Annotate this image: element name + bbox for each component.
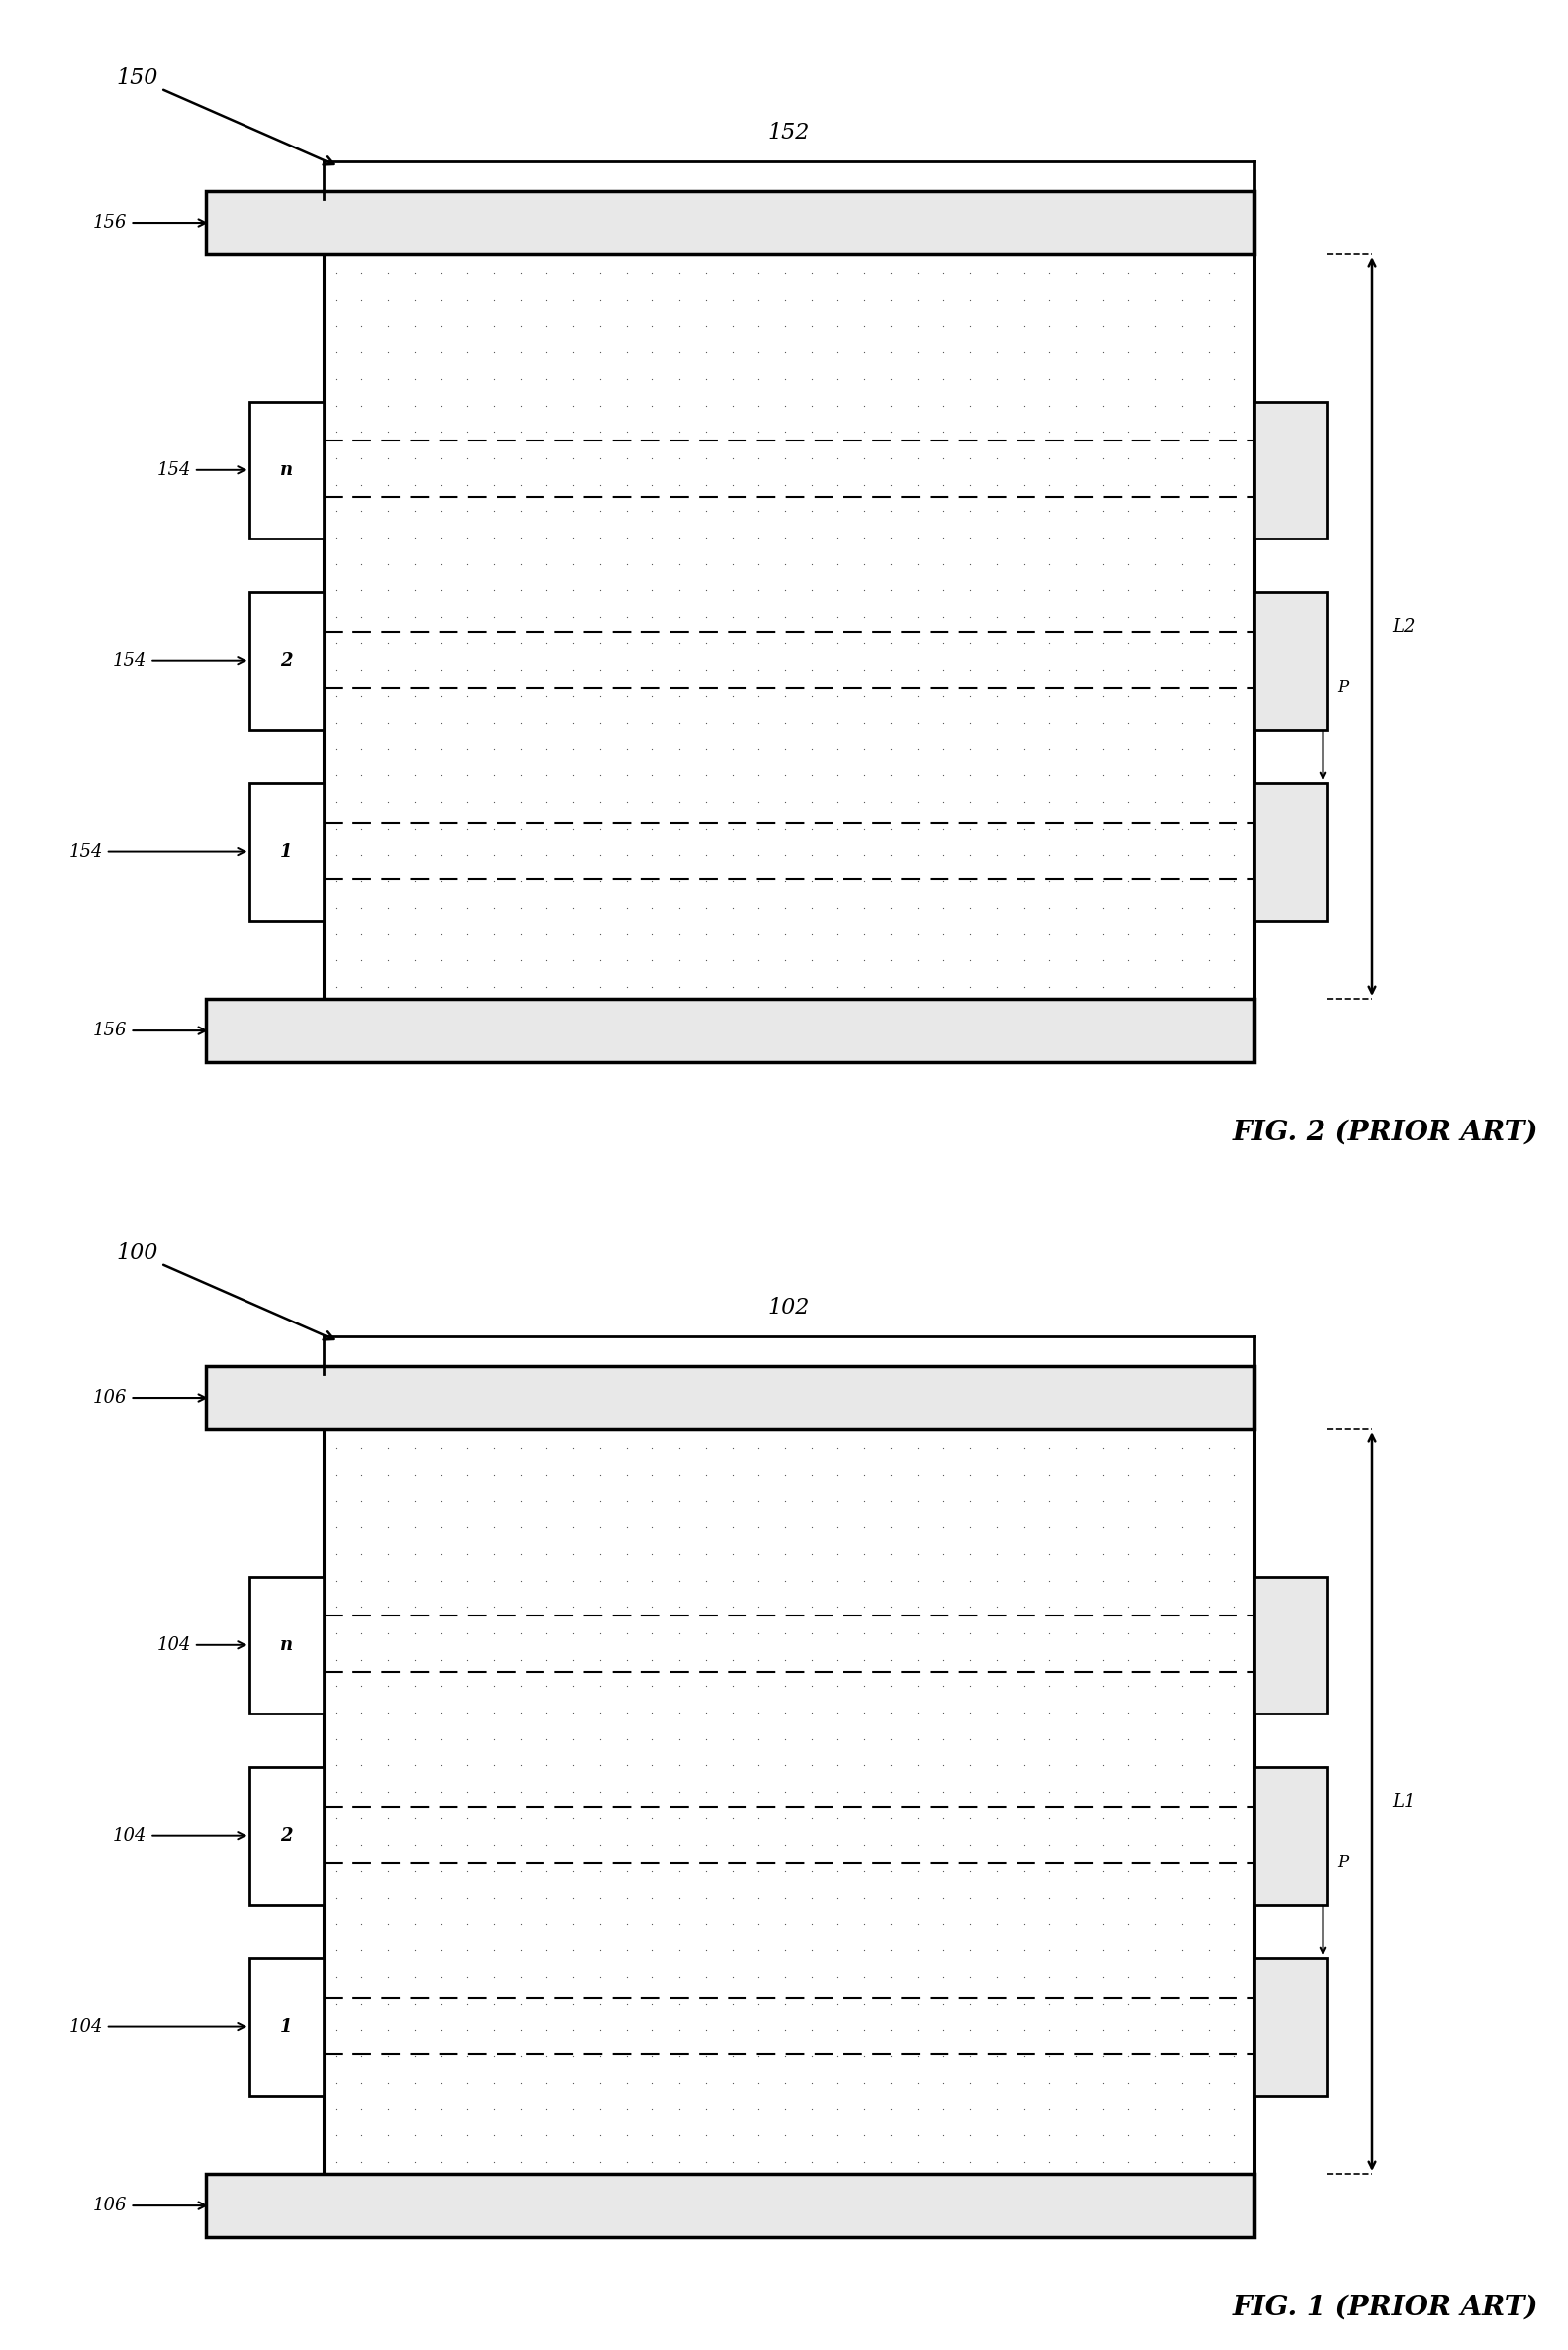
Text: 2: 2 — [281, 1826, 293, 1845]
Text: 104: 104 — [69, 2019, 245, 2035]
Text: 154: 154 — [113, 651, 245, 670]
Text: L1: L1 — [1392, 1793, 1414, 1810]
Bar — [249, 1577, 323, 1713]
Text: 152: 152 — [768, 122, 811, 143]
Text: 104: 104 — [157, 1636, 245, 1654]
Text: 156: 156 — [93, 214, 205, 233]
Text: 106: 106 — [93, 1389, 205, 1408]
Text: L2: L2 — [1392, 618, 1414, 635]
Text: FIG. 1 (PRIOR ART): FIG. 1 (PRIOR ART) — [1232, 2294, 1538, 2322]
Text: 154: 154 — [69, 844, 245, 860]
Bar — [205, 1365, 1254, 1429]
Text: n: n — [281, 461, 293, 479]
Text: FIG. 2 (PRIOR ART): FIG. 2 (PRIOR ART) — [1232, 1119, 1538, 1147]
Text: 104: 104 — [113, 1826, 245, 1845]
Bar — [1254, 1958, 1328, 2096]
Bar — [249, 1767, 323, 1904]
Bar — [249, 1958, 323, 2096]
Bar — [323, 1429, 1254, 2174]
Bar — [205, 2174, 1254, 2237]
Bar — [1254, 592, 1328, 728]
Bar — [205, 999, 1254, 1062]
Text: 102: 102 — [768, 1297, 811, 1318]
Text: 154: 154 — [157, 461, 245, 479]
Bar — [249, 783, 323, 921]
Bar — [1254, 402, 1328, 538]
Text: 156: 156 — [93, 1022, 205, 1039]
Bar — [323, 254, 1254, 999]
Text: 2: 2 — [281, 651, 293, 670]
Text: 1: 1 — [281, 844, 293, 860]
Bar — [249, 592, 323, 728]
Bar — [1254, 783, 1328, 921]
Bar — [249, 402, 323, 538]
Text: 150: 150 — [116, 68, 332, 164]
Text: 100: 100 — [116, 1243, 332, 1339]
Text: 106: 106 — [93, 2197, 205, 2214]
Text: n: n — [281, 1636, 293, 1654]
Text: P: P — [1338, 679, 1348, 696]
Bar — [205, 190, 1254, 254]
Text: 1: 1 — [281, 2019, 293, 2035]
Text: P: P — [1338, 1854, 1348, 1871]
Bar — [1254, 1767, 1328, 1904]
Bar — [1254, 1577, 1328, 1713]
